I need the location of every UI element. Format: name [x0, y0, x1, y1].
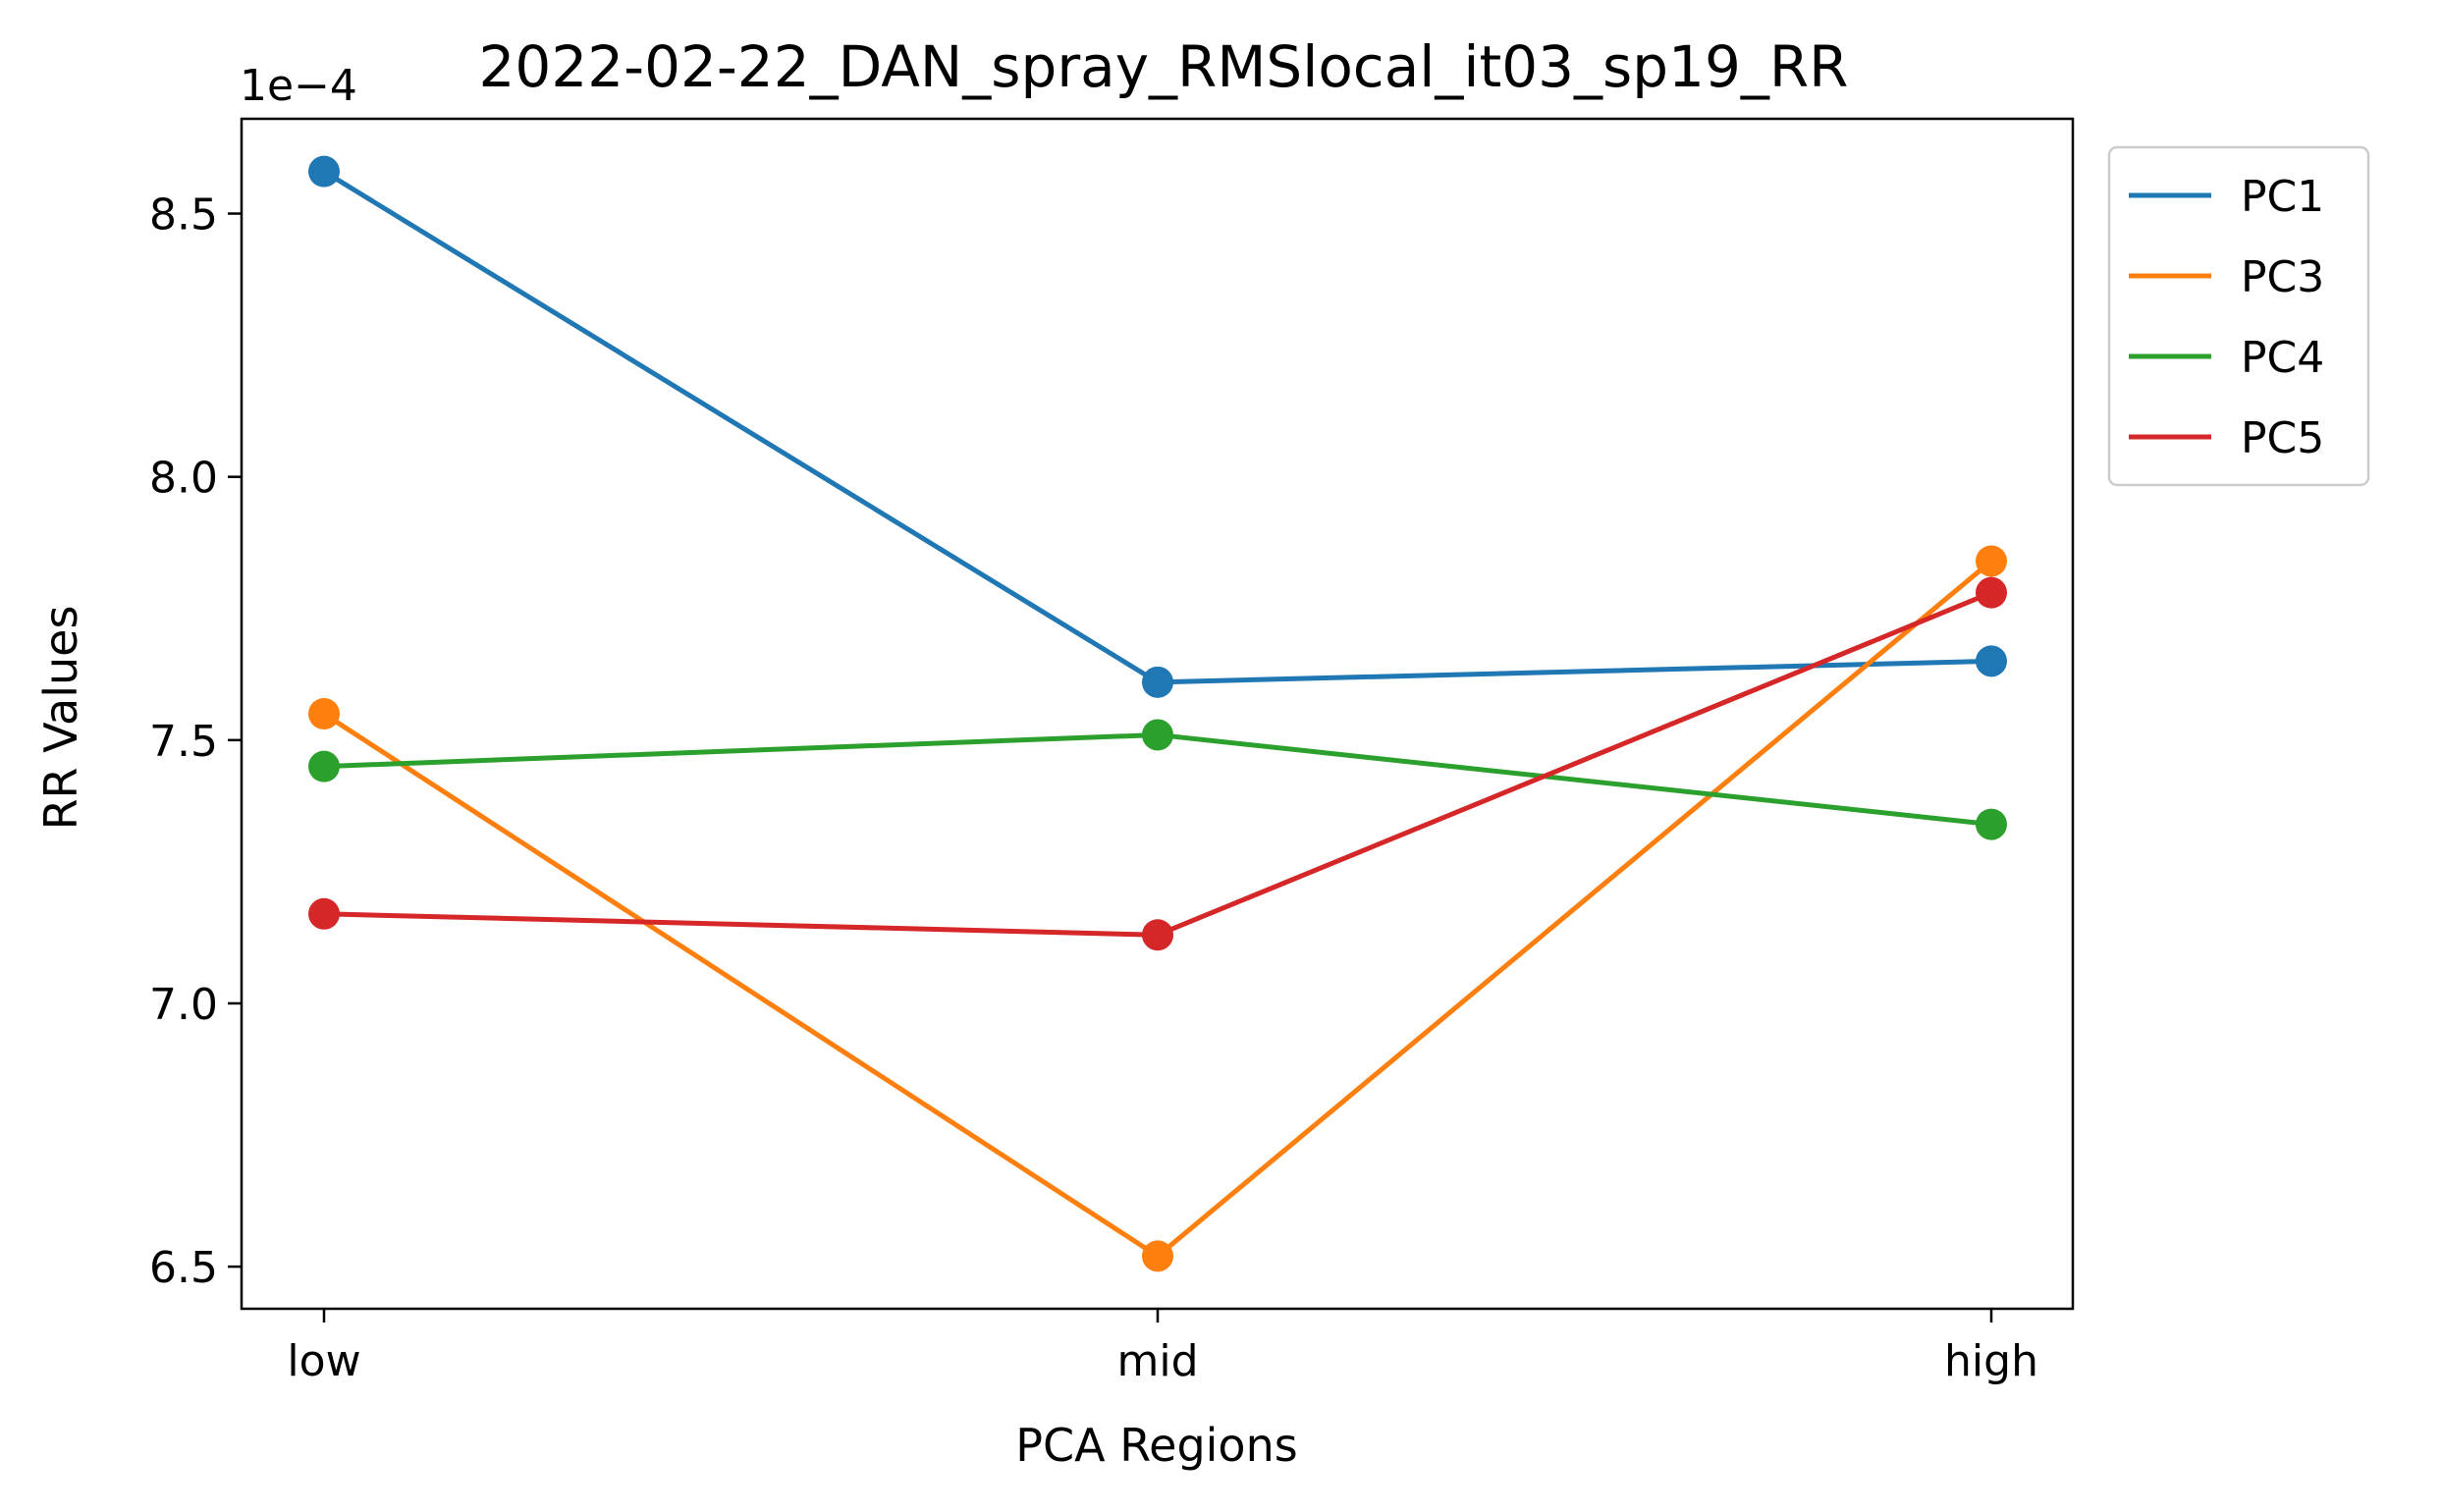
x-axis: low mid high	[287, 1309, 2038, 1386]
legend: PC1 PC3 PC4 PC5	[2107, 145, 2370, 487]
data-point-pc5-high	[1976, 576, 2007, 609]
y-axis: 6.5 7.0 7.5 8.0 8.5	[149, 190, 242, 1293]
data-point-pc1-high	[1976, 645, 2007, 677]
series-pc5	[308, 576, 2007, 951]
data-point-pc4-high	[1976, 808, 2007, 840]
y-tick-label: 7.5	[149, 717, 218, 767]
y-axis-title: RR Values	[34, 606, 87, 831]
legend-label-pc1: PC1	[2241, 172, 2324, 222]
data-point-pc3-mid	[1142, 1240, 1173, 1272]
data-point-pc4-mid	[1142, 719, 1173, 751]
legend-label-pc4: PC4	[2241, 333, 2324, 383]
x-axis-title: PCA Regions	[1015, 1419, 1297, 1472]
data-point-pc3-high	[1976, 545, 2007, 577]
y-tick-label: 8.0	[149, 454, 218, 504]
legend-entries: PC1 PC3 PC4 PC5	[2129, 172, 2324, 463]
legend-label-pc5: PC5	[2241, 413, 2324, 463]
legend-frame	[2107, 145, 2370, 487]
data-point-pc1-mid	[1142, 666, 1173, 698]
data-point-pc3-low	[308, 698, 340, 729]
y-tick-label: 8.5	[149, 190, 218, 241]
legend-label-pc3: PC3	[2241, 252, 2324, 302]
plot-area	[308, 155, 2007, 1272]
data-point-pc5-mid	[1142, 919, 1173, 951]
x-tick-label-high: high	[1944, 1336, 2038, 1386]
data-point-pc1-low	[308, 155, 340, 188]
x-tick-label-low: low	[287, 1336, 360, 1386]
x-tick-label-mid: mid	[1116, 1336, 1198, 1386]
y-tick-label: 7.0	[149, 980, 218, 1030]
data-point-pc5-low	[308, 897, 340, 930]
data-point-pc4-low	[308, 750, 340, 783]
y-axis-offset-label: 1e−4	[240, 61, 357, 111]
series-pc4	[308, 719, 2007, 840]
series-pc1	[308, 155, 2007, 698]
y-tick-label: 6.5	[149, 1243, 218, 1293]
chart-title: 2022-02-22_DAN_spray_RMSlocal_it03_sp19_…	[479, 33, 1849, 100]
